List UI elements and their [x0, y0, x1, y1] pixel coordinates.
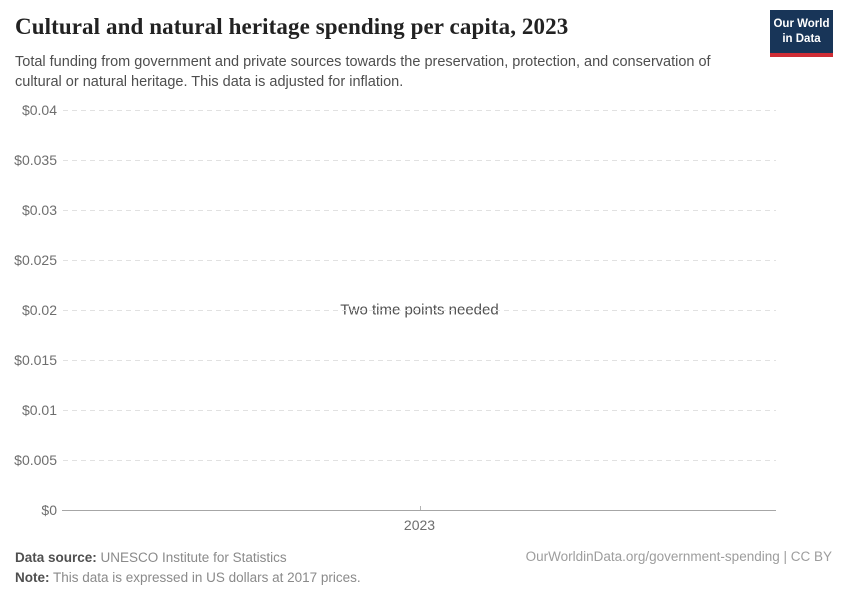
- y-tick-label: $0.015: [14, 352, 57, 368]
- owid-logo-line2: in Data: [782, 32, 821, 45]
- plot-area: Two time points needed 2023: [62, 110, 776, 533]
- footer-source-note: Data source: UNESCO Institute for Statis…: [15, 548, 361, 589]
- gridline: [63, 310, 776, 311]
- chart-subtitle: Total funding from government and privat…: [15, 54, 711, 90]
- gridline: [63, 410, 776, 411]
- y-tick-label: $0.005: [14, 452, 57, 468]
- y-tick-label: $0.01: [21, 402, 57, 418]
- attribution: OurWorldinData.org/government-spending |…: [525, 549, 832, 564]
- note-value: This data is expressed in US dollars at …: [49, 570, 361, 586]
- chart-title: Cultural and natural heritage spending p…: [15, 14, 569, 39]
- y-tick-label: $0.035: [14, 152, 57, 168]
- y-tick-label: $0: [41, 502, 57, 518]
- y-axis: $0.04 $0.035 $0.03 $0.025 $0.02 $0.015 $0.01 $0…: [0, 102, 57, 518]
- y-tick-label: $0.04: [21, 102, 57, 118]
- note-line: Note: This data is expressed in US dolla…: [15, 568, 361, 588]
- x-tick-label: 2023: [403, 517, 436, 533]
- owid-logo-line1: Our World: [773, 18, 830, 30]
- note-label: Note:: [15, 570, 50, 586]
- gridline: [63, 160, 776, 161]
- gridline: [63, 360, 776, 361]
- x-axis-line: [62, 510, 776, 511]
- y-tick-label: $0.03: [21, 202, 57, 218]
- x-axis-tick-mark: [419, 506, 421, 511]
- owid-logo: Our World in Data: [770, 10, 833, 57]
- gridline: [63, 260, 776, 261]
- gridline: [63, 110, 776, 111]
- data-source-line: Data source: UNESCO Institute for Statis…: [15, 548, 361, 568]
- gridline: [63, 210, 776, 211]
- data-source-label: Data source:: [15, 550, 97, 565]
- y-tick-label: $0.025: [14, 252, 57, 268]
- gridline: [63, 460, 776, 461]
- data-source-value: UNESCO Institute for Statistics: [96, 550, 287, 565]
- y-tick-label: $0.02: [21, 302, 57, 318]
